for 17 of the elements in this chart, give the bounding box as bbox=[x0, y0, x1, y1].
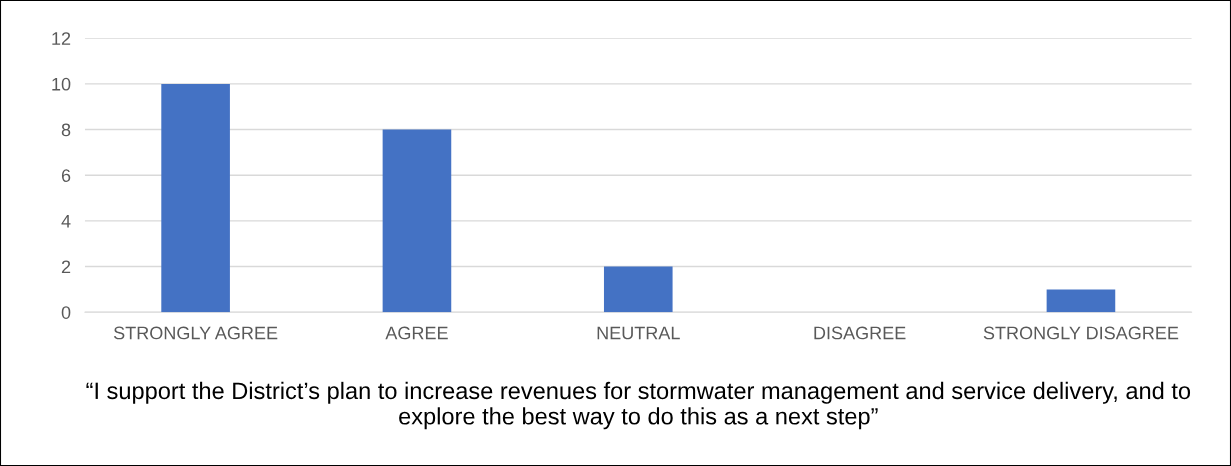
x-axis-title: “I support the District’s plan to increase revenues for stormwater management and service delivery, and to explore the best way to do this as a next step” bbox=[86, 381, 1191, 430]
x-tick-label: STRONGLY AGREE bbox=[113, 326, 278, 340]
x-tick-label: STRONGLY DISAGREE bbox=[983, 326, 1179, 340]
x-tick-label: DISAGREE bbox=[814, 326, 906, 340]
y-tick-label: 0 bbox=[61, 306, 71, 319]
y-tick-label: 6 bbox=[61, 169, 71, 182]
y-tick-label: 4 bbox=[61, 215, 71, 228]
bar bbox=[161, 83, 230, 313]
y-tick-label: 8 bbox=[61, 123, 71, 137]
y-tick-label: 10 bbox=[52, 77, 71, 91]
y-tick-label: 2 bbox=[61, 260, 71, 274]
bar bbox=[382, 129, 452, 313]
x-tick-label: NEUTRAL bbox=[597, 326, 680, 340]
y-tick-label: 12 bbox=[52, 32, 71, 45]
x-tick-label: AGREE bbox=[385, 326, 448, 340]
bar bbox=[603, 266, 673, 313]
bar bbox=[1046, 289, 1116, 313]
